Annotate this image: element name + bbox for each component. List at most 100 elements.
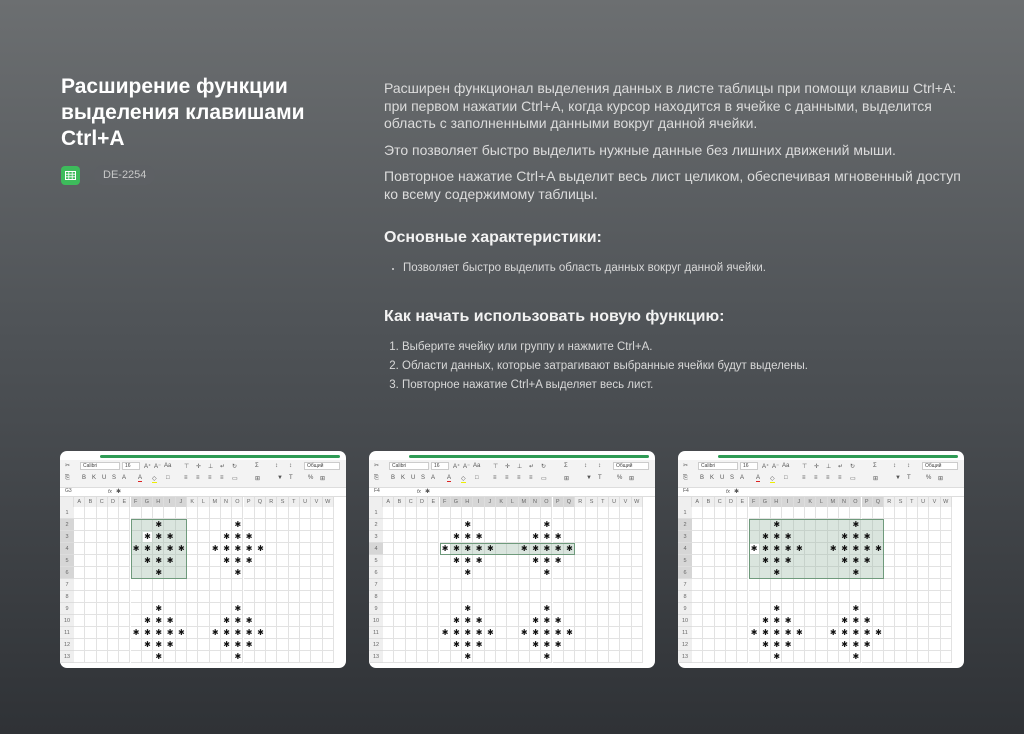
cell[interactable] <box>164 579 176 591</box>
cell[interactable] <box>277 579 289 591</box>
cell[interactable] <box>428 579 440 591</box>
cell[interactable] <box>782 591 794 603</box>
cell[interactable] <box>130 519 142 531</box>
cell[interactable] <box>748 519 760 531</box>
cell[interactable] <box>541 579 553 591</box>
cell[interactable] <box>782 519 794 531</box>
cell[interactable] <box>816 543 828 555</box>
cell[interactable] <box>300 555 312 567</box>
cell[interactable] <box>119 579 131 591</box>
font-select[interactable]: Calibri <box>80 462 120 470</box>
cell[interactable] <box>428 555 440 567</box>
formula-value[interactable]: ✱ <box>425 489 431 495</box>
cell[interactable] <box>484 567 496 579</box>
cell[interactable] <box>692 555 704 567</box>
cell[interactable] <box>737 591 749 603</box>
cell[interactable] <box>107 519 120 531</box>
cell[interactable] <box>703 579 715 591</box>
cell[interactable] <box>153 531 165 543</box>
cell[interactable] <box>450 627 463 639</box>
cell[interactable] <box>254 567 267 579</box>
cell[interactable] <box>861 507 873 519</box>
cell[interactable] <box>311 543 323 555</box>
cell[interactable] <box>405 555 417 567</box>
cell[interactable] <box>552 639 564 651</box>
cell[interactable] <box>383 615 395 627</box>
cell[interactable] <box>243 591 255 603</box>
named-ranges-icon[interactable]: ⊞ <box>255 476 261 482</box>
cell[interactable] <box>394 627 406 639</box>
row-header[interactable]: 5 <box>678 555 692 567</box>
cell[interactable] <box>428 531 440 543</box>
cell[interactable] <box>850 591 862 603</box>
column-header[interactable]: P <box>861 497 873 507</box>
cell[interactable] <box>288 555 300 567</box>
cell[interactable] <box>620 579 632 591</box>
font-color-icon[interactable]: A <box>138 475 143 482</box>
cell[interactable] <box>518 519 530 531</box>
cell[interactable] <box>850 519 862 531</box>
cell[interactable] <box>563 651 576 663</box>
font-size-select[interactable]: 16 <box>431 462 449 470</box>
cell[interactable] <box>529 615 542 627</box>
row-header[interactable]: 12 <box>60 639 74 651</box>
cell[interactable] <box>609 567 621 579</box>
cell[interactable] <box>563 639 576 651</box>
clear-filter-icon[interactable]: T <box>598 475 602 481</box>
row-header[interactable]: 1 <box>369 507 383 519</box>
cell[interactable] <box>906 603 918 615</box>
cell[interactable] <box>473 579 485 591</box>
cell[interactable] <box>816 639 828 651</box>
cell[interactable] <box>597 651 609 663</box>
cell[interactable] <box>692 519 704 531</box>
cell[interactable] <box>906 627 918 639</box>
decrease-font-icon[interactable]: A⁻ <box>154 464 162 470</box>
cell[interactable] <box>872 651 885 663</box>
cell[interactable] <box>209 531 221 543</box>
column-header[interactable]: H <box>153 497 165 507</box>
cell[interactable] <box>484 639 496 651</box>
cell[interactable] <box>428 591 440 603</box>
cell[interactable] <box>620 651 632 663</box>
cell[interactable] <box>575 531 587 543</box>
cell[interactable] <box>187 543 199 555</box>
select-all-corner[interactable] <box>369 497 383 507</box>
underline-icon[interactable]: U <box>411 475 416 481</box>
cell[interactable] <box>266 639 278 651</box>
percent-icon[interactable]: % <box>617 475 623 481</box>
cell[interactable] <box>277 639 289 651</box>
bold-icon[interactable]: B <box>391 475 396 481</box>
font-select[interactable]: Calibri <box>698 462 738 470</box>
column-header[interactable]: O <box>541 497 553 507</box>
cell[interactable] <box>254 615 267 627</box>
cell[interactable] <box>243 651 255 663</box>
cell[interactable] <box>929 507 941 519</box>
merge-icon[interactable]: ▭ <box>541 476 547 482</box>
cell[interactable] <box>895 651 907 663</box>
cell[interactable] <box>254 519 267 531</box>
cell[interactable] <box>209 615 221 627</box>
cell[interactable] <box>96 519 108 531</box>
fill-color-icon[interactable]: ◇ <box>770 476 775 483</box>
cell[interactable] <box>507 651 519 663</box>
increase-font-icon[interactable]: A⁺ <box>144 464 152 470</box>
cell[interactable] <box>541 603 553 615</box>
cell[interactable] <box>737 531 749 543</box>
cell[interactable] <box>266 507 278 519</box>
cell[interactable] <box>300 543 312 555</box>
align-left-icon[interactable]: ≡ <box>184 475 188 481</box>
cell[interactable] <box>861 531 873 543</box>
cell[interactable] <box>141 519 154 531</box>
underline-icon[interactable]: U <box>720 475 725 481</box>
cell[interactable] <box>703 555 715 567</box>
cell[interactable] <box>563 555 576 567</box>
cell[interactable] <box>462 615 474 627</box>
row-header[interactable]: 1 <box>678 507 692 519</box>
cell[interactable] <box>518 507 530 519</box>
cell[interactable] <box>816 555 828 567</box>
cell[interactable] <box>552 555 564 567</box>
cell[interactable] <box>198 603 210 615</box>
cell[interactable] <box>220 651 233 663</box>
cell[interactable] <box>597 507 609 519</box>
paste-icon[interactable]: ⎘ <box>683 475 688 481</box>
